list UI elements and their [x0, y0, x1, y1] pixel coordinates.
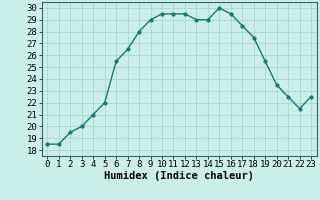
X-axis label: Humidex (Indice chaleur): Humidex (Indice chaleur): [104, 171, 254, 181]
